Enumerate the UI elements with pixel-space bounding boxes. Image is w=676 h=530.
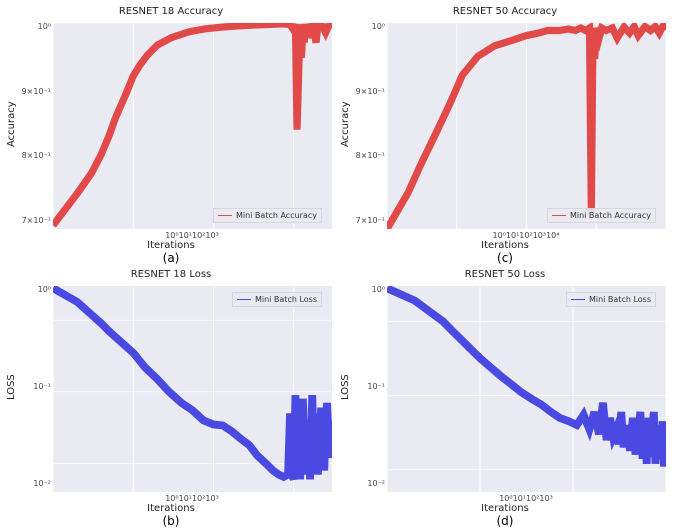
panel-d-plot: Mini Batch Loss <box>387 286 666 492</box>
xtick: 10⁰ <box>165 494 178 503</box>
xtick: 10¹ <box>506 231 519 240</box>
panel-a-ylabel: Accuracy <box>4 19 19 229</box>
xtick: 10⁴ <box>546 231 559 240</box>
ytick: 9×10⁻¹ <box>355 88 385 96</box>
chart-grid: RESNET 18 Accuracy Accuracy 10⁰ 9×10⁻¹ 8… <box>0 0 676 530</box>
panel-b-title: RESNET 18 Loss <box>131 269 212 280</box>
panel-a-xticks: 10⁰ 10¹ 10² 10³ <box>165 229 225 240</box>
xtick: 10¹ <box>513 494 526 503</box>
legend-swatch <box>237 299 251 300</box>
ytick: 10⁰ <box>21 286 51 294</box>
panel-a-svg <box>53 23 332 229</box>
xtick: 10³ <box>539 494 552 503</box>
panel-d-title: RESNET 50 Loss <box>465 269 546 280</box>
xtick: 10¹ <box>179 494 192 503</box>
panel-a-caption: (a) <box>163 251 180 265</box>
panel-b-caption: (b) <box>163 514 180 528</box>
legend-label: Mini Batch Loss <box>589 295 651 304</box>
legend-label: Mini Batch Loss <box>255 295 317 304</box>
panel-c-caption: (c) <box>497 251 513 265</box>
panel-b-yticks: 10⁰ 10⁻¹ 10⁻² <box>19 282 53 492</box>
panel-a-xlabel: Iterations <box>147 240 195 251</box>
ytick: 7×10⁻¹ <box>21 217 51 225</box>
panel-d-svg <box>387 286 666 492</box>
ytick: 7×10⁻¹ <box>355 217 385 225</box>
ytick: 8×10⁻¹ <box>355 152 385 160</box>
ytick: 10⁻² <box>355 480 385 488</box>
xtick: 10³ <box>533 231 546 240</box>
legend-label: Mini Batch Accuracy <box>236 211 317 220</box>
legend-swatch <box>218 215 232 216</box>
panel-c-plotwrap: Accuracy 10⁰ 9×10⁻¹ 8×10⁻¹ 7×10⁻¹ Mini B… <box>338 19 672 229</box>
panel-a-legend: Mini Batch Accuracy <box>213 208 322 223</box>
xtick: 10¹ <box>179 231 192 240</box>
panel-c-plot: Mini Batch Accuracy <box>387 23 666 229</box>
panel-a-plotwrap: Accuracy 10⁰ 9×10⁻¹ 8×10⁻¹ 7×10⁻¹ Mini B… <box>4 19 338 229</box>
panel-c-title: RESNET 50 Accuracy <box>453 6 557 17</box>
panel-c-svg <box>387 23 666 229</box>
xtick: 10⁰ <box>165 231 178 240</box>
panel-b-svg <box>53 286 332 492</box>
panel-b-xticks: 10⁰ 10¹ 10² 10³ <box>165 492 225 503</box>
panel-c: RESNET 50 Accuracy Accuracy 10⁰ 9×10⁻¹ 8… <box>338 4 672 267</box>
ytick: 10⁰ <box>355 286 385 294</box>
panel-c-xlabel: Iterations <box>481 240 529 251</box>
panel-c-legend: Mini Batch Accuracy <box>547 208 656 223</box>
legend-label: Mini Batch Accuracy <box>570 211 651 220</box>
xtick: 10⁰ <box>499 494 512 503</box>
panel-d-yticks: 10⁰ 10⁻¹ 10⁻² <box>353 282 387 492</box>
panel-d: RESNET 50 Loss LOSS 10⁰ 10⁻¹ 10⁻² Mini B… <box>338 267 672 530</box>
panel-c-yticks: 10⁰ 9×10⁻¹ 8×10⁻¹ 7×10⁻¹ <box>353 19 387 229</box>
ytick: 10⁻¹ <box>21 383 51 391</box>
xtick: 10² <box>192 231 205 240</box>
xtick: 10⁰ <box>493 231 506 240</box>
panel-b: RESNET 18 Loss LOSS 10⁰ 10⁻¹ 10⁻² Mini B… <box>4 267 338 530</box>
ytick: 8×10⁻¹ <box>21 152 51 160</box>
ytick: 10⁻² <box>21 480 51 488</box>
panel-c-xticks: 10⁰ 10¹ 10² 10³ 10⁴ <box>493 229 566 240</box>
xtick: 10³ <box>205 231 218 240</box>
panel-a-plot: Mini Batch Accuracy <box>53 23 332 229</box>
panel-b-plot: Mini Batch Loss <box>53 286 332 492</box>
xtick: 10² <box>192 494 205 503</box>
ytick: 9×10⁻¹ <box>21 88 51 96</box>
panel-d-caption: (d) <box>497 514 514 528</box>
panel-c-ylabel: Accuracy <box>338 19 353 229</box>
panel-b-legend: Mini Batch Loss <box>232 292 322 307</box>
panel-d-plotwrap: LOSS 10⁰ 10⁻¹ 10⁻² Mini Batch Loss <box>338 282 672 492</box>
panel-d-xticks: 10⁰ 10¹ 10² 10³ <box>499 492 559 503</box>
legend-swatch <box>552 215 566 216</box>
legend-swatch <box>571 299 585 300</box>
ytick: 10⁻¹ <box>355 383 385 391</box>
panel-b-xlabel: Iterations <box>147 503 195 514</box>
ytick: 10⁰ <box>21 23 51 31</box>
panel-a: RESNET 18 Accuracy Accuracy 10⁰ 9×10⁻¹ 8… <box>4 4 338 267</box>
panel-b-ylabel: LOSS <box>4 282 19 492</box>
panel-d-xlabel: Iterations <box>481 503 529 514</box>
xtick: 10³ <box>205 494 218 503</box>
ytick: 10⁰ <box>355 23 385 31</box>
xtick: 10² <box>519 231 532 240</box>
panel-a-yticks: 10⁰ 9×10⁻¹ 8×10⁻¹ 7×10⁻¹ <box>19 19 53 229</box>
panel-d-legend: Mini Batch Loss <box>566 292 656 307</box>
panel-a-title: RESNET 18 Accuracy <box>119 6 223 17</box>
panel-b-plotwrap: LOSS 10⁰ 10⁻¹ 10⁻² Mini Batch Loss <box>4 282 338 492</box>
panel-d-ylabel: LOSS <box>338 282 353 492</box>
xtick: 10² <box>526 494 539 503</box>
